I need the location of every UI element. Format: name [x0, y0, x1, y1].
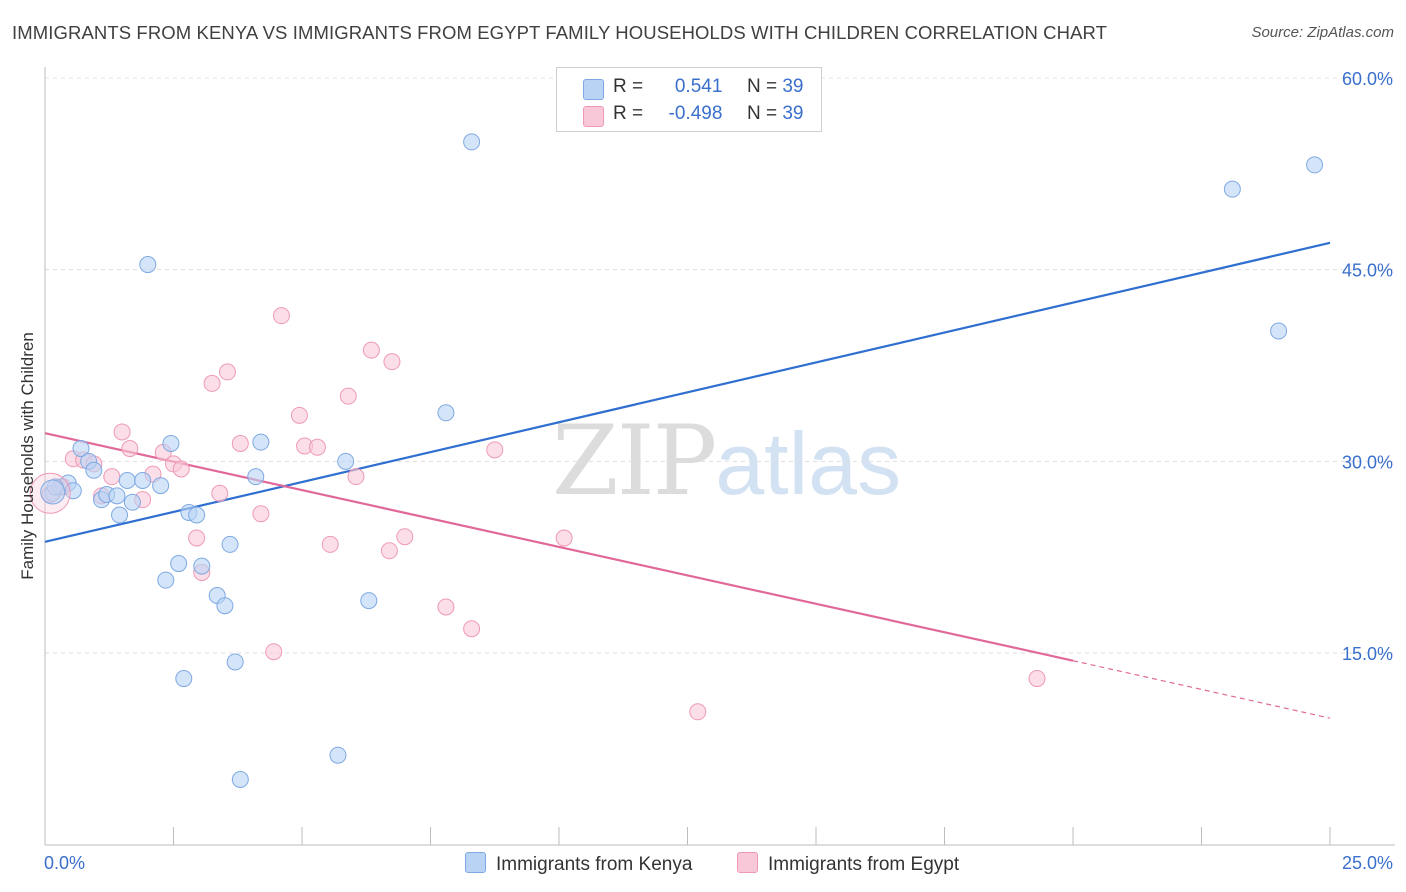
kenya-point [111, 506, 129, 524]
kenya-point [226, 653, 244, 671]
data-points [29, 133, 1324, 788]
egypt-swatch [583, 106, 604, 127]
kenya-n-label: N = [746, 76, 778, 97]
stats-legend: R = 0.541 N = 39 R = -0.498 N = 39 [556, 67, 822, 132]
egypt-point [231, 434, 249, 452]
egypt-point [486, 441, 504, 459]
kenya-legend-label: Immigrants from Kenya [496, 854, 693, 875]
axes [44, 67, 1395, 846]
egypt-trend-extension [1072, 660, 1331, 719]
kenya-point [134, 472, 152, 489]
egypt-legend-swatch [737, 852, 758, 873]
kenya-point [329, 746, 347, 764]
egypt-point [362, 341, 380, 359]
y-tick-label-30: 30.0% [1342, 452, 1393, 472]
x-tick-label-25: 25.0% [1342, 853, 1393, 873]
kenya-point [72, 440, 90, 458]
egypt-point [121, 440, 139, 458]
kenya-point [157, 571, 175, 589]
egypt-point [1028, 670, 1046, 688]
egypt-point [272, 307, 290, 325]
egypt-point [321, 535, 339, 553]
egypt-point [463, 620, 481, 638]
kenya-swatch [583, 79, 604, 100]
kenya-point [85, 461, 103, 479]
kenya-point [152, 477, 170, 495]
kenya-trend-line [44, 241, 1331, 543]
kenya-point [360, 592, 378, 610]
kenya-point [216, 597, 234, 615]
tick-labels: 15.0% 30.0% 45.0% 60.0% 0.0% 25.0% [44, 69, 1393, 873]
egypt-point [380, 542, 398, 560]
kenya-point [337, 452, 355, 470]
kenya-point [193, 557, 211, 575]
kenya-point [1306, 156, 1324, 174]
kenya-cluster-point [40, 479, 66, 505]
kenya-point [175, 670, 193, 688]
kenya-n-value: 39 [782, 76, 804, 97]
egypt-point [383, 353, 401, 371]
kenya-point [162, 434, 180, 452]
egypt-point [347, 468, 365, 486]
kenya-r-value: 0.541 [674, 76, 723, 97]
egypt-point [113, 423, 131, 441]
egypt-point [211, 484, 229, 502]
egypt-point [265, 643, 283, 661]
egypt-point [308, 438, 326, 456]
egypt-n-label: N = [746, 103, 778, 124]
kenya-point [247, 468, 265, 486]
kenya-point [252, 433, 270, 451]
egypt-point [172, 460, 190, 478]
egypt-point [203, 374, 221, 392]
bottom-legend-kenya: Immigrants from Kenya [465, 852, 692, 876]
egypt-point [689, 703, 707, 721]
y-axis-label: Family Households with Children [18, 332, 37, 580]
kenya-legend-swatch [465, 852, 486, 873]
egypt-r-label: R = [613, 103, 644, 124]
egypt-trend-line [44, 432, 1074, 662]
egypt-n-value: 39 [782, 103, 804, 124]
kenya-point [231, 771, 249, 788]
y-tick-label-60: 60.0% [1342, 69, 1393, 89]
egypt-point [555, 529, 573, 547]
kenya-point [123, 493, 141, 511]
chart-title: IMMIGRANTS FROM KENYA VS IMMIGRANTS FROM… [12, 22, 1108, 43]
kenya-point [437, 404, 455, 422]
kenya-point [188, 506, 206, 524]
kenya-point [221, 535, 239, 553]
kenya-point [1223, 180, 1241, 198]
egypt-point [218, 363, 236, 381]
egypt-point [188, 529, 206, 547]
trend-lines [44, 241, 1331, 719]
kenya-point [108, 487, 126, 505]
kenya-point [118, 472, 136, 489]
y-tick-label-15: 15.0% [1342, 644, 1393, 664]
kenya-r-label: R = [613, 76, 644, 97]
x-tick-label-0: 0.0% [44, 853, 85, 873]
grid-lines [45, 77, 1395, 654]
kenya-point [463, 133, 481, 151]
bottom-legend-egypt: Immigrants from Egypt [737, 852, 959, 876]
egypt-point [339, 387, 357, 405]
egypt-point [396, 528, 414, 546]
source-credit: Source: ZipAtlas.com [1251, 24, 1394, 41]
egypt-legend-label: Immigrants from Egypt [768, 854, 960, 875]
egypt-point [290, 406, 308, 424]
egypt-point [437, 598, 455, 616]
kenya-point [139, 256, 157, 274]
egypt-r-value: -0.498 [668, 103, 723, 124]
kenya-point [170, 555, 188, 573]
y-tick-label-45: 45.0% [1342, 261, 1393, 281]
egypt-point [252, 505, 270, 523]
kenya-point [1270, 322, 1288, 340]
egypt-point [103, 468, 121, 486]
